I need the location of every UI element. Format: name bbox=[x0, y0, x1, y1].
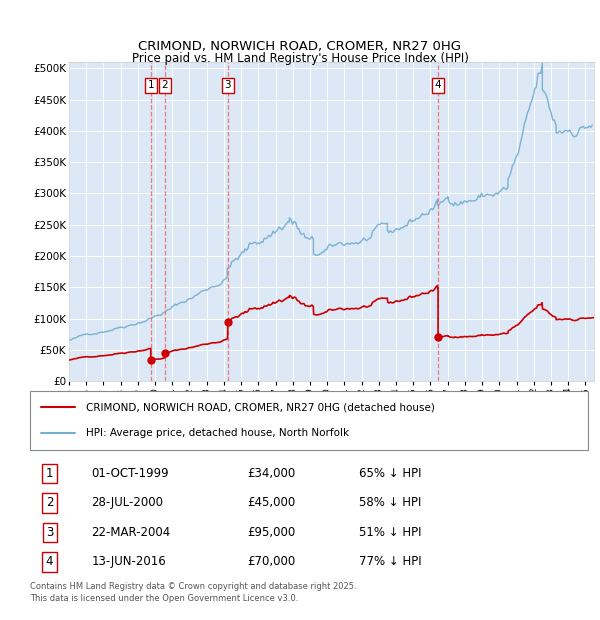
Text: 4: 4 bbox=[46, 556, 53, 569]
Text: 1: 1 bbox=[148, 80, 154, 90]
Text: 13-JUN-2016: 13-JUN-2016 bbox=[91, 556, 166, 569]
Text: 4: 4 bbox=[435, 80, 442, 90]
Text: 2: 2 bbox=[161, 80, 168, 90]
Text: 3: 3 bbox=[46, 526, 53, 539]
Text: CRIMOND, NORWICH ROAD, CROMER, NR27 0HG: CRIMOND, NORWICH ROAD, CROMER, NR27 0HG bbox=[139, 40, 461, 53]
Text: 1: 1 bbox=[46, 467, 53, 480]
Text: 3: 3 bbox=[224, 80, 231, 90]
Text: £70,000: £70,000 bbox=[248, 556, 296, 569]
Text: HPI: Average price, detached house, North Norfolk: HPI: Average price, detached house, Nort… bbox=[86, 428, 349, 438]
Text: Price paid vs. HM Land Registry's House Price Index (HPI): Price paid vs. HM Land Registry's House … bbox=[131, 52, 469, 64]
Text: £45,000: £45,000 bbox=[248, 497, 296, 510]
Text: 65% ↓ HPI: 65% ↓ HPI bbox=[359, 467, 422, 480]
Text: 51% ↓ HPI: 51% ↓ HPI bbox=[359, 526, 422, 539]
Text: CRIMOND, NORWICH ROAD, CROMER, NR27 0HG (detached house): CRIMOND, NORWICH ROAD, CROMER, NR27 0HG … bbox=[86, 402, 434, 412]
FancyBboxPatch shape bbox=[30, 391, 588, 450]
Text: 58% ↓ HPI: 58% ↓ HPI bbox=[359, 497, 422, 510]
Text: £95,000: £95,000 bbox=[248, 526, 296, 539]
Text: Contains HM Land Registry data © Crown copyright and database right 2025.
This d: Contains HM Land Registry data © Crown c… bbox=[30, 582, 356, 603]
Text: 2: 2 bbox=[46, 497, 53, 510]
Text: 22-MAR-2004: 22-MAR-2004 bbox=[91, 526, 170, 539]
Text: 01-OCT-1999: 01-OCT-1999 bbox=[91, 467, 169, 480]
Text: 77% ↓ HPI: 77% ↓ HPI bbox=[359, 556, 422, 569]
Text: £34,000: £34,000 bbox=[248, 467, 296, 480]
Text: 28-JUL-2000: 28-JUL-2000 bbox=[91, 497, 163, 510]
